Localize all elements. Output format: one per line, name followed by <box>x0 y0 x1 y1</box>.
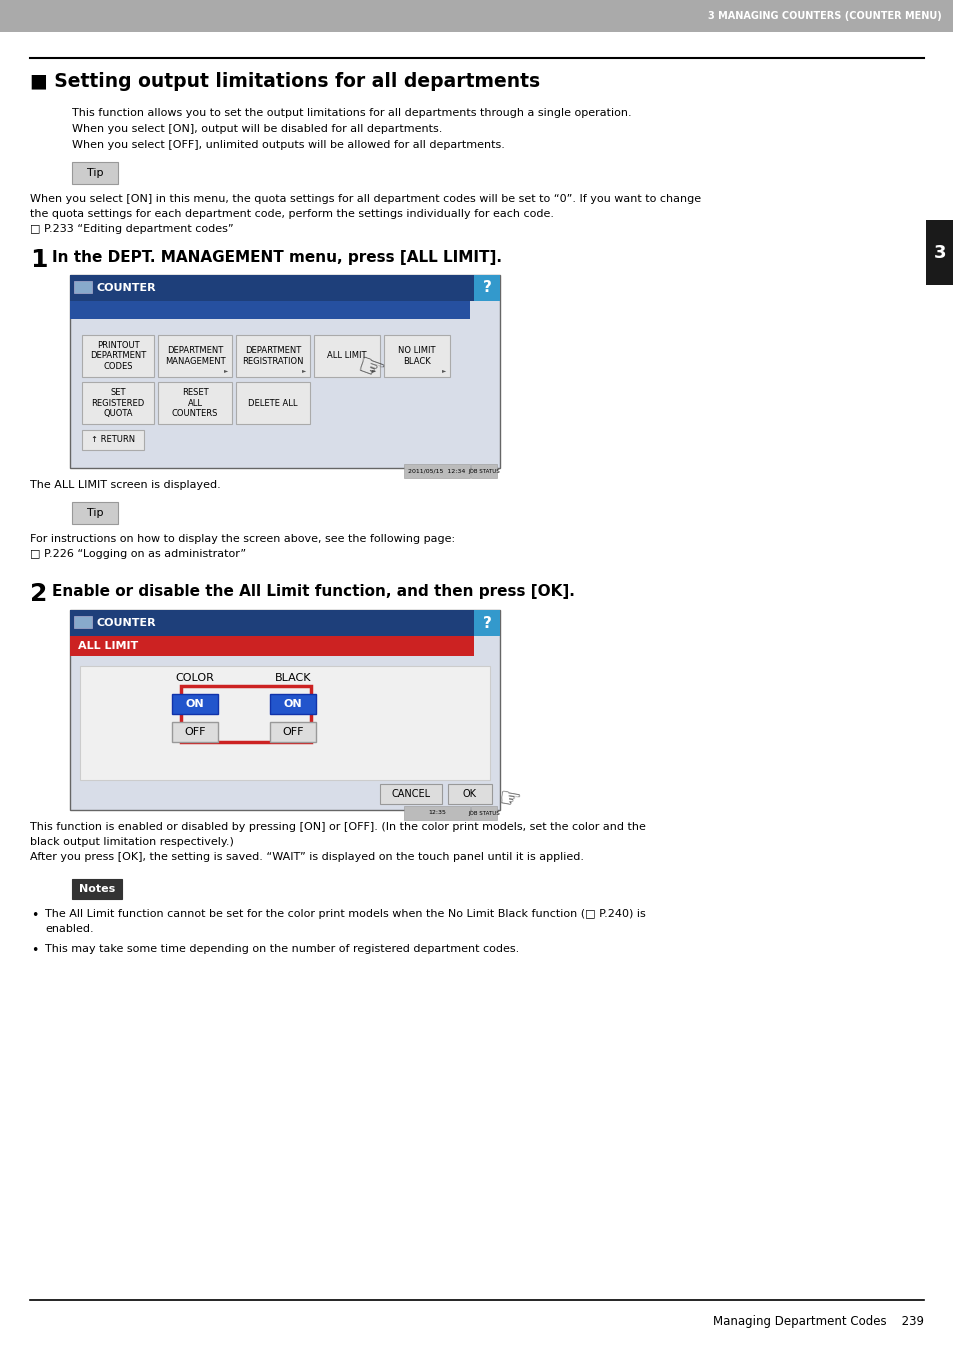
Text: When you select [ON], output will be disabled for all departments.: When you select [ON], output will be dis… <box>71 124 442 134</box>
Text: For instructions on how to display the screen above, see the following page:: For instructions on how to display the s… <box>30 534 455 544</box>
Text: SET
REGISTERED
QUOTA: SET REGISTERED QUOTA <box>91 388 145 417</box>
Bar <box>403 807 470 820</box>
Bar <box>82 335 153 377</box>
Text: OK: OK <box>462 789 476 798</box>
Text: 2: 2 <box>30 582 48 607</box>
Bar <box>403 463 470 478</box>
Text: ?: ? <box>482 616 491 631</box>
Text: This may take some time depending on the number of registered department codes.: This may take some time depending on the… <box>45 944 518 954</box>
Text: CANCEL: CANCEL <box>391 789 430 798</box>
Text: In the DEPT. MANAGEMENT menu, press [ALL LIMIT].: In the DEPT. MANAGEMENT menu, press [ALL… <box>52 250 501 265</box>
Bar <box>471 463 497 478</box>
Bar <box>270 721 315 742</box>
Bar <box>172 694 217 713</box>
Bar <box>70 276 499 301</box>
Text: DEPARTMENT
REGISTRATION: DEPARTMENT REGISTRATION <box>242 346 303 366</box>
Bar <box>82 382 153 424</box>
Text: the quota settings for each department code, perform the settings individually f: the quota settings for each department c… <box>30 209 554 219</box>
Text: •: • <box>31 909 39 921</box>
Text: ■ Setting output limitations for all departments: ■ Setting output limitations for all dep… <box>30 72 539 91</box>
Bar <box>70 301 470 319</box>
Text: The ALL LIMIT screen is displayed.: The ALL LIMIT screen is displayed. <box>30 480 220 490</box>
Text: Managing Department Codes    239: Managing Department Codes 239 <box>712 1316 923 1328</box>
Bar <box>70 636 474 657</box>
Text: 12:35: 12:35 <box>428 811 445 816</box>
Text: 1: 1 <box>30 249 48 272</box>
Text: When you select [ON] in this menu, the quota settings for all department codes w: When you select [ON] in this menu, the q… <box>30 195 700 204</box>
Text: •: • <box>31 944 39 957</box>
Bar <box>474 611 499 636</box>
Bar <box>158 382 232 424</box>
Text: The All Limit function cannot be set for the color print models when the No Limi: The All Limit function cannot be set for… <box>45 909 645 919</box>
Bar <box>925 220 953 285</box>
Bar <box>235 335 310 377</box>
Text: 2011/05/15  12:34: 2011/05/15 12:34 <box>408 469 465 473</box>
Bar <box>181 686 311 742</box>
Text: □ P.226 “Logging on as administrator”: □ P.226 “Logging on as administrator” <box>30 549 246 559</box>
Text: JOB STATUS: JOB STATUS <box>468 811 499 816</box>
Bar <box>471 807 497 820</box>
Text: ALL LIMIT: ALL LIMIT <box>327 351 366 361</box>
Text: Tip: Tip <box>87 508 103 517</box>
Text: Notes: Notes <box>79 884 115 894</box>
Bar <box>74 281 91 293</box>
Text: ►: ► <box>224 367 228 373</box>
Bar <box>71 503 118 524</box>
Bar <box>70 276 499 467</box>
Text: COLOR: COLOR <box>175 673 214 684</box>
Text: This function is enabled or disabled by pressing [ON] or [OFF]. (In the color pr: This function is enabled or disabled by … <box>30 821 645 832</box>
Bar <box>74 616 91 628</box>
Bar <box>0 0 953 32</box>
Text: black output limitation respectively.): black output limitation respectively.) <box>30 838 233 847</box>
Text: ?: ? <box>482 281 491 296</box>
Text: When you select [OFF], unlimited outputs will be allowed for all departments.: When you select [OFF], unlimited outputs… <box>71 141 504 150</box>
Text: ↑ RETURN: ↑ RETURN <box>91 435 135 444</box>
Bar <box>384 335 450 377</box>
Bar <box>448 784 492 804</box>
Text: ►: ► <box>441 367 446 373</box>
Bar <box>314 335 379 377</box>
Text: RESET
ALL
COUNTERS: RESET ALL COUNTERS <box>172 388 218 417</box>
Text: This function allows you to set the output limitations for all departments throu: This function allows you to set the outp… <box>71 108 631 118</box>
Text: Tip: Tip <box>87 168 103 178</box>
Text: 3: 3 <box>933 243 945 262</box>
Bar <box>172 721 217 742</box>
Text: PRINTOUT
DEPARTMENT
CODES: PRINTOUT DEPARTMENT CODES <box>90 340 146 372</box>
Text: ON: ON <box>185 698 204 709</box>
Text: ☞: ☞ <box>497 786 522 813</box>
Text: DEPARTMENT
MANAGEMENT: DEPARTMENT MANAGEMENT <box>165 346 225 366</box>
Text: ►: ► <box>301 367 306 373</box>
Text: DELETE ALL: DELETE ALL <box>248 399 297 408</box>
Text: BLACK: BLACK <box>274 673 311 684</box>
Bar <box>82 430 144 450</box>
Text: ALL LIMIT: ALL LIMIT <box>78 640 138 651</box>
Text: enabled.: enabled. <box>45 924 93 934</box>
Text: ►: ► <box>372 367 375 373</box>
Text: OFF: OFF <box>184 727 205 738</box>
Text: After you press [OK], the setting is saved. “WAIT” is displayed on the touch pan: After you press [OK], the setting is sav… <box>30 852 583 862</box>
Text: ☞: ☞ <box>352 351 388 388</box>
Text: OFF: OFF <box>282 727 304 738</box>
Text: JOB STATUS: JOB STATUS <box>468 469 499 473</box>
Bar <box>71 162 118 184</box>
Text: COUNTER: COUNTER <box>97 617 156 628</box>
Text: 3 MANAGING COUNTERS (COUNTER MENU): 3 MANAGING COUNTERS (COUNTER MENU) <box>707 11 941 22</box>
Text: ON: ON <box>284 698 302 709</box>
Text: NO LIMIT
BLACK: NO LIMIT BLACK <box>397 346 436 366</box>
Text: Enable or disable the All Limit function, and then press [OK].: Enable or disable the All Limit function… <box>52 584 575 598</box>
Text: □ P.233 “Editing department codes”: □ P.233 “Editing department codes” <box>30 224 233 234</box>
Bar <box>474 276 499 301</box>
Text: COUNTER: COUNTER <box>97 282 156 293</box>
Bar <box>158 335 232 377</box>
Bar <box>379 784 441 804</box>
Bar <box>270 694 315 713</box>
Bar <box>70 611 499 811</box>
Bar <box>235 382 310 424</box>
Bar <box>70 611 499 636</box>
Bar <box>80 666 490 780</box>
Bar <box>71 880 122 898</box>
